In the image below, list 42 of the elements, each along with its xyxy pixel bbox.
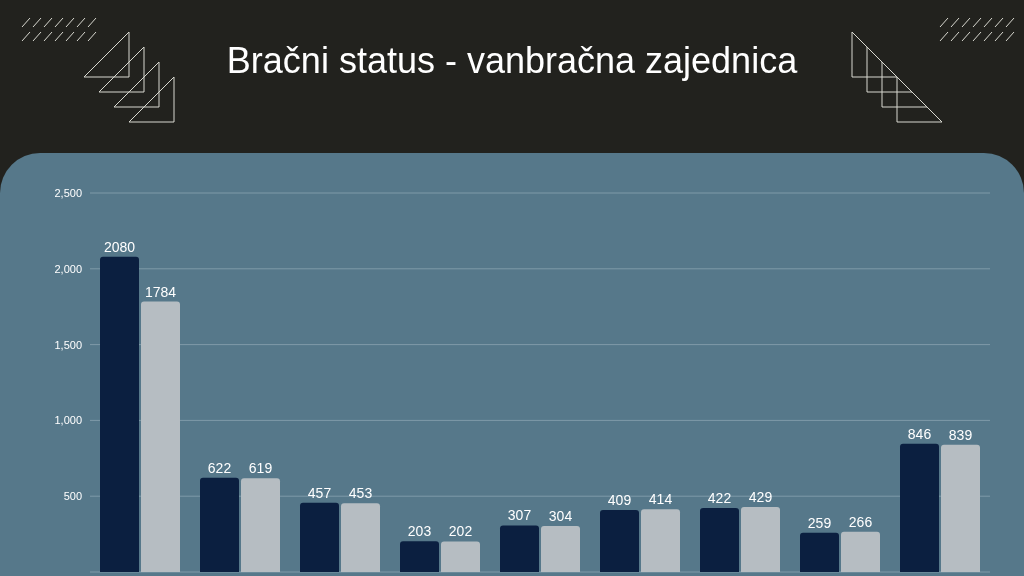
bar bbox=[341, 503, 380, 572]
data-label: 422 bbox=[707, 490, 732, 507]
data-label: 307 bbox=[507, 507, 532, 524]
data-label: 203 bbox=[407, 523, 432, 540]
bar bbox=[941, 444, 980, 572]
data-label: 2080 bbox=[103, 238, 136, 255]
bar bbox=[800, 532, 839, 572]
data-label: 457 bbox=[307, 484, 332, 501]
bar bbox=[400, 541, 439, 572]
bar bbox=[241, 478, 280, 572]
data-label: 846 bbox=[907, 425, 932, 442]
bar bbox=[900, 443, 939, 572]
y-tick-label: 2,000 bbox=[54, 262, 82, 275]
y-tick-label: 2,500 bbox=[54, 186, 82, 199]
y-tick-label: 500 bbox=[63, 490, 82, 503]
data-label: 259 bbox=[807, 514, 832, 531]
bar bbox=[641, 509, 680, 572]
data-label: 414 bbox=[648, 491, 673, 508]
y-tick-label: 1,500 bbox=[54, 338, 82, 351]
data-label: 304 bbox=[548, 507, 573, 524]
bar bbox=[141, 301, 180, 572]
bar bbox=[200, 477, 239, 572]
bar bbox=[741, 506, 780, 572]
bar bbox=[841, 531, 880, 572]
chart-title: Bračni status - vanbračna zajednica bbox=[225, 40, 799, 82]
data-label: 839 bbox=[948, 426, 973, 443]
data-label: 409 bbox=[607, 492, 632, 508]
bar bbox=[500, 525, 539, 572]
bar bbox=[600, 510, 639, 572]
bar bbox=[100, 256, 139, 572]
data-label: 429 bbox=[748, 488, 773, 505]
bar bbox=[300, 502, 339, 572]
data-label: 619 bbox=[248, 460, 273, 477]
data-label: 622 bbox=[207, 459, 232, 476]
bar bbox=[700, 508, 739, 572]
bar bbox=[441, 541, 480, 572]
data-label: 453 bbox=[348, 485, 373, 502]
y-tick-label: 1,000 bbox=[54, 414, 82, 427]
data-label: 202 bbox=[448, 523, 473, 540]
data-label: 266 bbox=[848, 513, 873, 530]
data-label: 1784 bbox=[144, 283, 177, 300]
bar bbox=[541, 525, 580, 572]
